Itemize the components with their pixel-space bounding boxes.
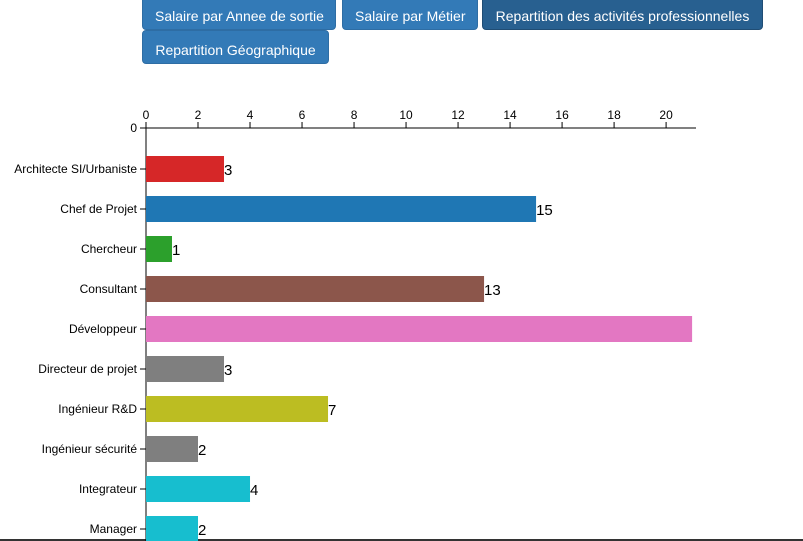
category-label: Développeur <box>69 322 137 336</box>
x-tick-label: 0 <box>143 108 150 122</box>
bar <box>146 196 537 222</box>
value-label: 4 <box>250 482 258 499</box>
x-tick-label: 18 <box>607 108 621 122</box>
category-label: Ingénieur sécurité <box>42 442 138 456</box>
value-label: 15 <box>536 202 553 219</box>
x-tick-label: 14 <box>503 108 517 122</box>
bar <box>146 316 693 342</box>
value-label: 3 <box>224 162 232 179</box>
bar <box>146 396 329 422</box>
value-label: 13 <box>484 282 501 299</box>
x-tick-label: 4 <box>247 108 254 122</box>
y-zero-label: 0 <box>130 121 137 135</box>
repartition-geo-button[interactable]: Repartition Géographique <box>142 30 329 64</box>
salaire-metier-button[interactable]: Salaire par Métier <box>342 0 478 30</box>
repartition-activites-button[interactable]: Repartition des activités professionnell… <box>482 0 763 30</box>
x-tick-label: 8 <box>351 108 358 122</box>
x-tick-label: 6 <box>299 108 306 122</box>
value-label: 1 <box>172 242 180 259</box>
bar <box>146 356 225 382</box>
bar <box>146 516 199 541</box>
value-label: 3 <box>224 362 232 379</box>
category-label: Manager <box>90 522 137 536</box>
x-tick-label: 2 <box>195 108 202 122</box>
bar <box>146 276 485 302</box>
x-tick-label: 16 <box>555 108 569 122</box>
x-tick-label: 20 <box>659 108 673 122</box>
category-label: Ingénieur R&D <box>58 402 137 416</box>
x-tick-label: 12 <box>451 108 465 122</box>
x-tick-label: 10 <box>399 108 413 122</box>
value-label: 2 <box>198 442 206 459</box>
category-label: Chercheur <box>81 242 137 256</box>
bar <box>146 436 199 462</box>
bar <box>146 156 225 182</box>
category-label: Chef de Projet <box>60 202 137 216</box>
category-label: Directeur de projet <box>38 362 137 376</box>
category-label: Consultant <box>80 282 138 296</box>
salaire-annee-button[interactable]: Salaire par Annee de sortie <box>142 0 336 30</box>
category-label: Architecte SI/Urbaniste <box>14 162 137 176</box>
bar <box>146 476 251 502</box>
category-label: Integrateur <box>79 482 137 496</box>
bar <box>146 236 173 262</box>
value-label: 2 <box>198 522 206 539</box>
value-label: 7 <box>328 402 336 419</box>
